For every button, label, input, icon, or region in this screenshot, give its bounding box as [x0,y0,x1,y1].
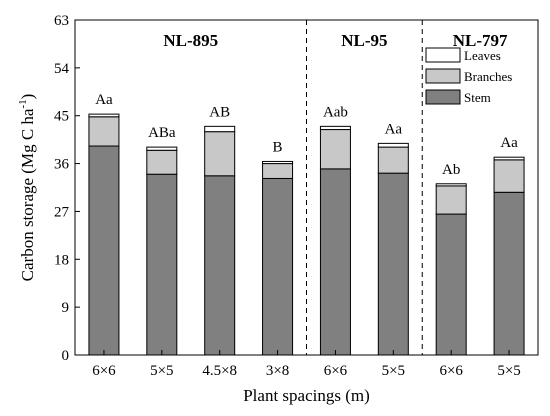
bar-segment-leaves [435,183,467,187]
bar-segment-branches [319,129,351,170]
legend-swatch-branches [425,68,461,84]
bar-segment-branches [377,146,409,174]
bar-segment-leaves [319,125,351,131]
x-tick-label: 4.5×8 [202,363,237,379]
y-tick-label: 36 [54,157,70,173]
bar-segment-stem [262,177,294,356]
y-axis-title-main: Carbon storage (Mg C ha [18,108,37,281]
y-tick-label: 63 [54,13,69,29]
y-axis-title: Carbon storage (Mg C ha-1) [17,94,37,282]
y-tick-label: 18 [54,252,69,268]
bar-segment-branches [493,159,525,193]
bar-segment-leaves [493,156,525,161]
bar-segment-stem [146,173,178,356]
significance-label: AB [209,104,230,120]
legend-swatch-leaves [425,47,461,63]
bar-segment-branches [88,116,120,147]
group-title: NL-95 [341,31,387,50]
significance-label: ABa [148,125,176,141]
y-tick-label: 9 [62,300,70,316]
x-tick-label: 3×8 [266,363,289,379]
bar-segment-branches [204,131,236,177]
significance-label: B [273,139,283,155]
y-axis-title-superscript: -1 [17,99,29,108]
bar-segment-leaves [88,113,120,118]
y-axis-title-close: ) [18,94,37,100]
x-tick-label: 5×5 [382,363,405,379]
bar-segment-leaves [204,125,236,133]
significance-label: Aa [95,92,113,108]
y-tick-label: 27 [54,204,70,220]
x-tick-label: 6×6 [92,363,116,379]
x-axis-title: Plant spacings (m) [243,386,370,405]
significance-label: Aa [385,121,403,137]
group-title: NL-895 [163,31,218,50]
bar-segment-stem [493,191,525,356]
bar-segment-stem [88,145,120,356]
bar-segment-leaves [377,142,409,148]
x-tick-label: 6×6 [324,363,348,379]
significance-label: Aab [323,104,348,120]
bar-segment-leaves [146,146,178,151]
plot-area: Aa ABa AB B Aab Aa Ab Aa NL-895 NL-95 NL-797 0 9 18 27… [54,13,539,379]
legend-swatch-stem [425,89,461,105]
significance-label: Aa [500,135,518,151]
y-tick-label: 54 [54,61,70,77]
bar-segment-stem [377,172,409,356]
bar-segment-stem [319,168,351,356]
bar-segment-stem [204,175,236,356]
x-tick-label: 5×5 [497,363,520,379]
group-title: NL-797 [453,31,508,50]
y-tick-label: 45 [54,109,69,125]
legend-label: Leaves [464,48,501,63]
legend-label: Branches [464,69,512,84]
legend-label: Stem [464,90,491,105]
bar-segment-branches [146,149,178,175]
y-tick-label: 0 [62,348,70,364]
x-tick-label: 5×5 [150,363,173,379]
x-tick-label: 6×6 [439,363,463,379]
bar-segment-branches [435,185,467,215]
plot-frame [74,19,539,356]
bar-segment-leaves [262,160,294,165]
bar-segment-branches [262,163,294,179]
significance-label: Ab [442,162,460,178]
bar-segment-stem [435,213,467,356]
